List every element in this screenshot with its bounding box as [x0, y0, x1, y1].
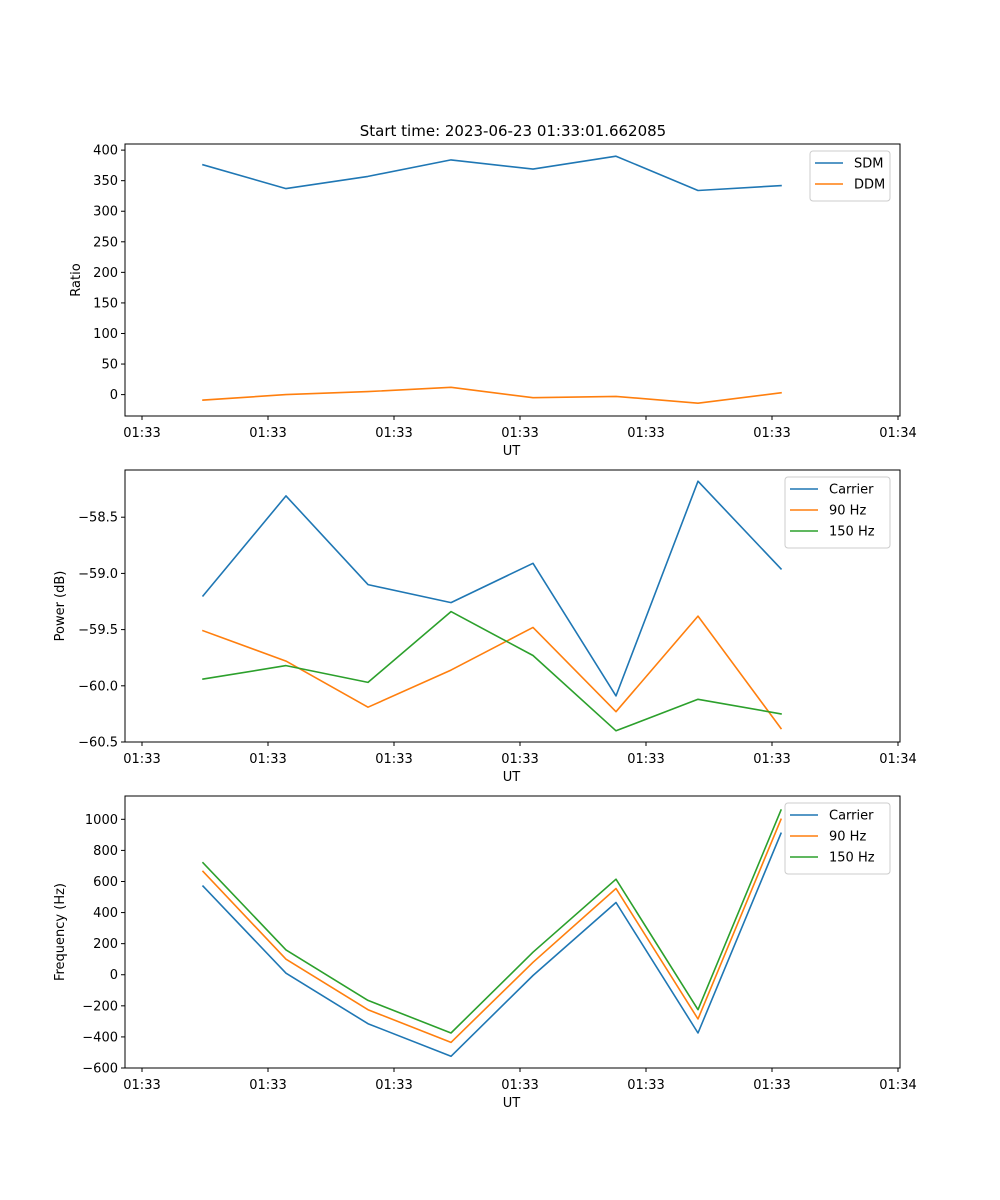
y-tick-label: 600: [93, 875, 118, 890]
legend: Carrier 90 Hz 150 Hz: [784, 476, 891, 549]
y-tick-label: 400: [93, 144, 118, 159]
x-tick-label: 01:33: [501, 426, 538, 441]
y-tick-label: −400: [82, 1030, 118, 1045]
x-tick-label: 01:33: [375, 752, 412, 767]
axes-frame: [124, 143, 901, 417]
x-axis-label: UT: [503, 444, 521, 459]
x-tick-label: 01:34: [879, 752, 916, 767]
x-tick-label: 01:33: [627, 426, 664, 441]
legend-label: 90 Hz: [829, 830, 866, 845]
y-tick-label: −59.0: [78, 567, 118, 582]
series-line-90-hz: [201, 818, 783, 1044]
x-axis-label: UT: [503, 770, 521, 785]
y-tick-label: 800: [93, 844, 118, 859]
x-tick-label: 01:33: [375, 426, 412, 441]
y-tick-label: −58.5: [78, 511, 118, 526]
x-tick-label: 01:33: [627, 752, 664, 767]
axes-frame: [124, 469, 901, 743]
x-tick-label: 01:33: [249, 426, 286, 441]
y-tick-label: 50: [101, 358, 118, 373]
legend: Carrier 90 Hz 150 Hz: [784, 802, 891, 875]
chart-panel-2: −58.5 −59.0 −59.5 −60.0 −60.5 01:33 01:33 01:33…: [53, 469, 917, 785]
series-line-150-hz: [202, 610, 782, 732]
x-tick-label: 01:33: [501, 1078, 538, 1093]
x-tick-label: 01:33: [249, 752, 286, 767]
y-tick-label: −60.0: [78, 679, 118, 694]
series-line-150-hz: [201, 808, 783, 1034]
chart-panels: 0 50 100 150 200 250 300 350 400 01:33 01:33 01:33 0…: [53, 143, 917, 1111]
series-line-sdm: [202, 155, 782, 192]
y-tick-label: −200: [82, 999, 118, 1014]
y-tick-label: 0: [110, 968, 118, 983]
x-tick-label: 01:33: [753, 752, 790, 767]
legend-label: Carrier: [829, 809, 874, 824]
y-tick-label: 150: [93, 296, 118, 311]
y-tick-label: −59.5: [78, 623, 118, 638]
y-axis-label: Ratio: [69, 263, 84, 296]
y-axis-label: Power (dB): [53, 571, 68, 642]
legend-label: 150 Hz: [829, 525, 875, 540]
y-tick-label: 0: [110, 388, 118, 403]
axes-frame: [124, 795, 901, 1069]
x-tick-label: 01:33: [753, 1078, 790, 1093]
legend-label: 150 Hz: [829, 851, 875, 866]
y-axis-label: Frequency (Hz): [53, 883, 68, 981]
x-tick-label: 01:33: [123, 426, 160, 441]
y-tick-label: 200: [93, 937, 118, 952]
series-line-carrier: [201, 832, 783, 1058]
x-tick-label: 01:33: [501, 752, 538, 767]
legend-label: Carrier: [829, 483, 874, 498]
x-tick-label: 01:34: [879, 1078, 916, 1093]
y-tick-label: 250: [93, 235, 118, 250]
series-line-carrier: [201, 480, 783, 697]
y-tick-label: −60.5: [78, 736, 118, 751]
figure-title: Start time: 2023-06-23 01:33:01.662085: [360, 122, 666, 140]
legend: SDM DDM: [809, 150, 891, 202]
y-tick-label: −600: [82, 1062, 118, 1077]
chart-panel-1: 0 50 100 150 200 250 300 350 400 01:33 01:33 01:33 0…: [69, 143, 917, 459]
legend-label: SDM: [854, 157, 883, 172]
x-axis-label: UT: [503, 1096, 521, 1111]
x-tick-label: 01:33: [249, 1078, 286, 1093]
x-tick-label: 01:33: [375, 1078, 412, 1093]
series-line-ddm: [202, 386, 782, 405]
legend-label: DDM: [854, 178, 885, 193]
x-tick-label: 01:33: [123, 752, 160, 767]
legend-label: 90 Hz: [829, 504, 866, 519]
x-tick-label: 01:34: [879, 426, 916, 441]
chart-panel-3: 1000 800 600 400 200 0 −200 −400 −600 01:33 01:33 0…: [53, 795, 917, 1111]
y-tick-label: 200: [93, 266, 118, 281]
y-tick-label: 1000: [85, 813, 118, 828]
y-tick-label: 100: [93, 327, 118, 342]
y-tick-label: 400: [93, 906, 118, 921]
y-tick-label: 300: [93, 205, 118, 220]
x-tick-label: 01:33: [123, 1078, 160, 1093]
y-tick-label: 350: [93, 174, 118, 189]
x-tick-label: 01:33: [753, 426, 790, 441]
x-tick-label: 01:33: [627, 1078, 664, 1093]
